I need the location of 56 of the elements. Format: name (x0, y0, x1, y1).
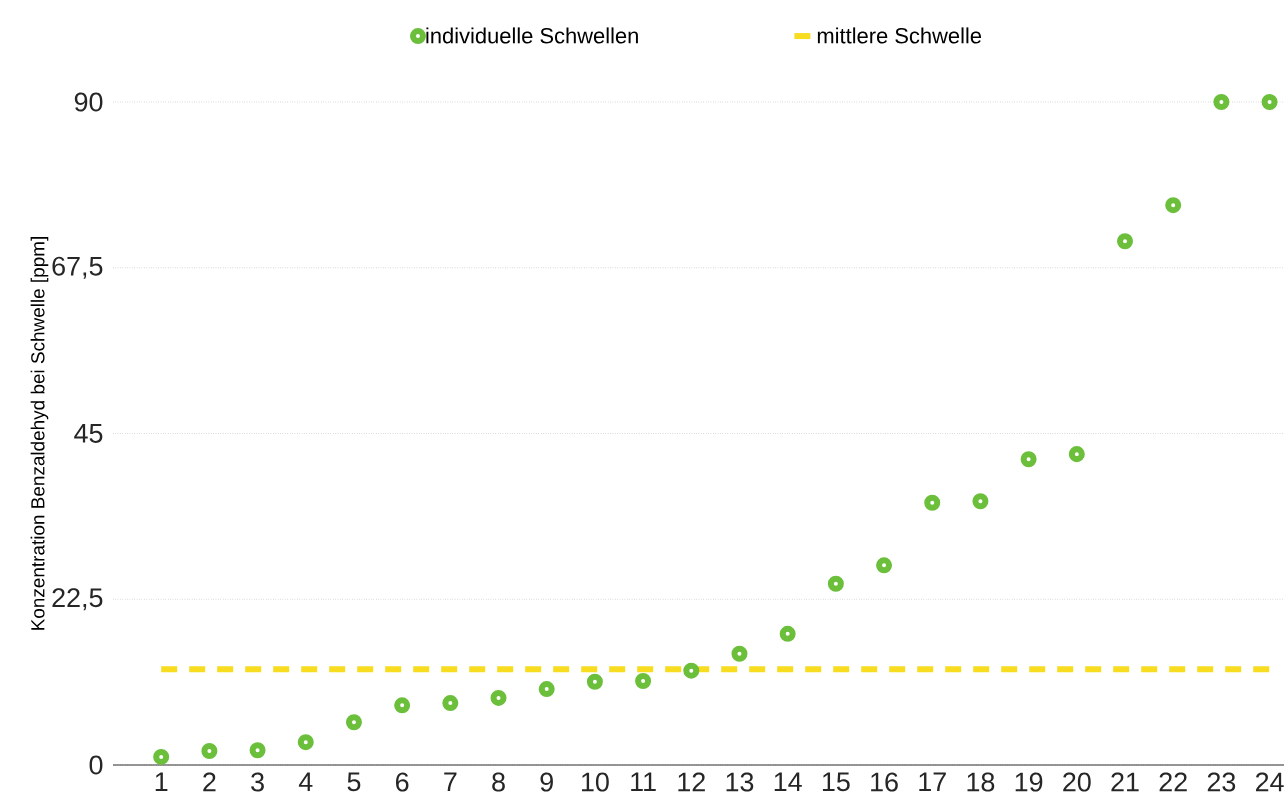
point (394, 697, 411, 714)
point (1213, 94, 1230, 110)
point (153, 748, 170, 765)
point (249, 742, 266, 759)
point (345, 714, 362, 731)
point (1117, 233, 1133, 250)
x-tick-label: 16 (871, 772, 898, 792)
point (586, 673, 603, 690)
x-tick-label: 24 (1255, 772, 1284, 792)
x-tick-label: 11 (631, 772, 656, 792)
point (201, 743, 218, 759)
point (1261, 94, 1278, 110)
point (442, 695, 459, 712)
point (827, 575, 844, 592)
legend-label: individuelle Schwellen (426, 27, 638, 44)
point (972, 493, 989, 510)
y-tick-label: 0 (89, 755, 103, 775)
x-tick-label: 23 (1207, 772, 1236, 792)
x-tick-label: 17 (919, 772, 946, 792)
legend-label: mittlere Schwelle (817, 27, 982, 44)
x-tick-label: 15 (822, 772, 850, 792)
point (924, 494, 941, 511)
x-tick-label: 14 (774, 772, 802, 792)
point (1020, 451, 1037, 468)
x-tick-label: 7 (444, 772, 457, 792)
point (779, 625, 796, 642)
x-tick-label: 5 (347, 772, 361, 792)
point (297, 734, 314, 751)
point (1165, 197, 1182, 214)
x-tick-label: 12 (678, 772, 705, 792)
x-tick-label: 4 (298, 772, 313, 792)
x-tick-label: 22 (1159, 772, 1187, 792)
y-tick-label: 45 (74, 424, 103, 443)
x-tick-label: 13 (726, 772, 754, 792)
x-tick-label: 19 (1015, 772, 1043, 792)
point (490, 689, 507, 706)
point (876, 557, 893, 574)
y-tick-label: 67,5 (52, 256, 103, 279)
x-tick-label: 2 (203, 772, 216, 792)
point (635, 673, 652, 690)
x-tick-label: 1 (155, 772, 168, 792)
x-tick-label: 8 (492, 772, 505, 792)
point (538, 681, 555, 698)
y-tick-label: 22,5 (52, 588, 103, 611)
x-tick-label: 9 (540, 772, 553, 792)
x-tick-label: 10 (581, 772, 609, 792)
point (1068, 446, 1085, 463)
x-tick-label: 18 (967, 772, 995, 792)
point (731, 645, 748, 662)
y-axis-title: Konzentration Benzaldehyd bei Schwelle [ppm] (30, 237, 49, 630)
x-tick-label: 20 (1063, 772, 1091, 792)
point (683, 662, 700, 679)
x-tick-label: 6 (396, 772, 409, 792)
y-tick-label: 90 (74, 92, 103, 112)
x-tick-label: 3 (251, 772, 264, 792)
x-tick-label: 21 (1111, 772, 1139, 792)
